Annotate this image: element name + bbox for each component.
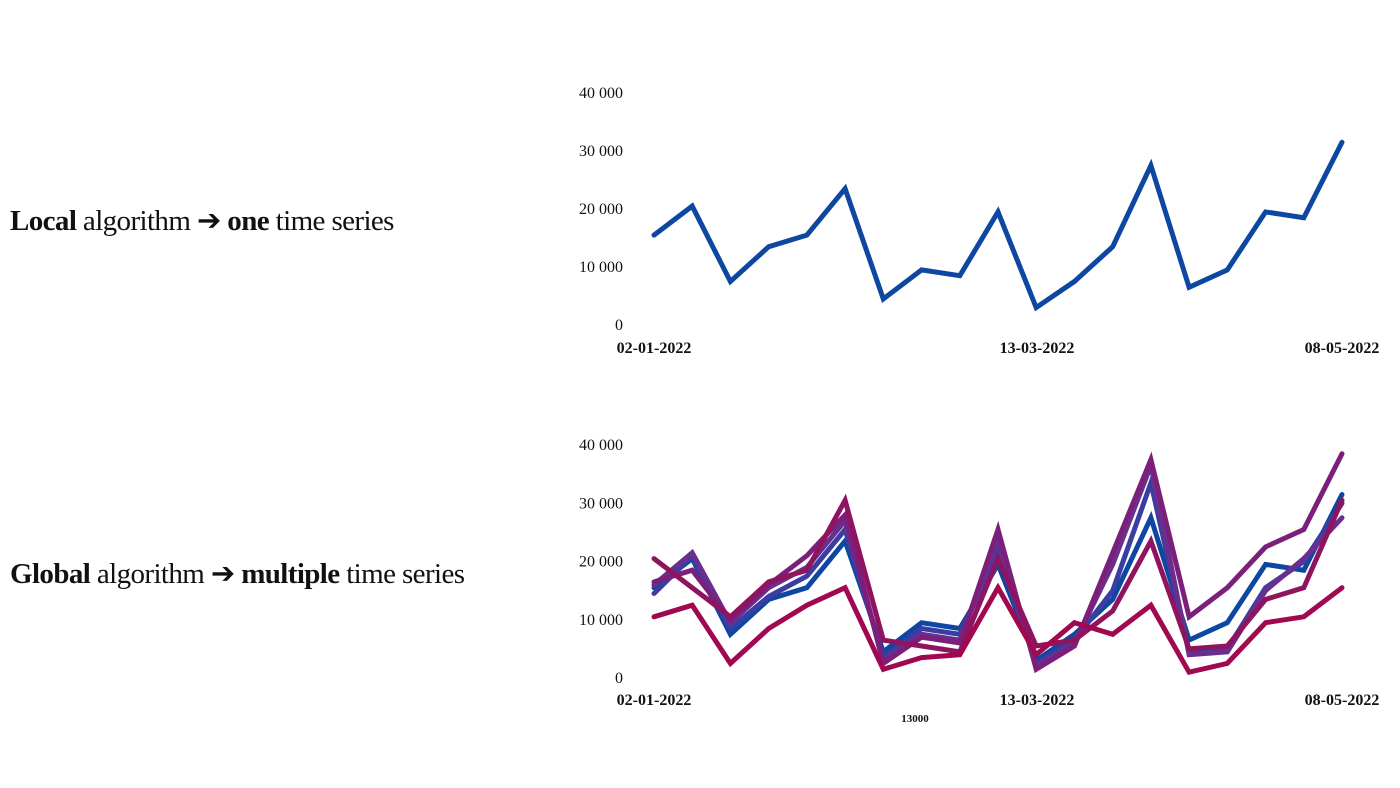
x-tick-label: 08-05-2022 [1305,692,1380,709]
y-tick-label: 30 000 [579,143,623,160]
y-tick-label: 0 [615,317,623,334]
local-chart: 40 000 30 000 20 000 10 000 0 02-01-2022 13-03… [579,85,1379,357]
global-chart: 40 000 30 000 20 000 10 000 0 02-01-2022 13-03… [579,437,1379,709]
y-tick-label: 30 000 [579,495,623,512]
y-tick-label: 0 [615,670,623,687]
y-tick-label: 40 000 [579,437,623,454]
series-line-5 [651,582,1345,676]
x-tick-label: 13-03-2022 [1000,340,1075,357]
global-bold-text: Global [10,558,91,590]
global-mid-text: algorithm ➔ [90,558,242,590]
global-algorithm-label: Global algorithm ➔ multiple time series [10,556,465,591]
y-tick-label: 20 000 [579,201,623,218]
local-bold2-text: one [227,205,269,237]
series-line-4 [651,493,1345,655]
local-algorithm-label: Local algorithm ➔ one time series [10,203,394,238]
y-tick-label: 10 000 [579,612,623,629]
y-tick-label: 40 000 [579,85,623,102]
x-tick-label: 08-05-2022 [1305,340,1380,357]
local-mid-text: algorithm ➔ [76,205,228,237]
x-tick-label: 02-01-2022 [617,692,692,709]
global-bold2-text: multiple [241,558,340,590]
y-tick-label: 20 000 [579,554,623,571]
x-tick-label: 13-03-2022 [1000,692,1075,709]
stray-label: 13000 [901,713,929,725]
y-tick-label: 10 000 [579,259,623,276]
x-tick-label: 02-01-2022 [617,340,692,357]
local-end-text: time series [269,205,395,237]
global-end-text: time series [339,558,465,590]
series-line-0 [651,139,1345,312]
local-bold-text: Local [10,205,77,237]
